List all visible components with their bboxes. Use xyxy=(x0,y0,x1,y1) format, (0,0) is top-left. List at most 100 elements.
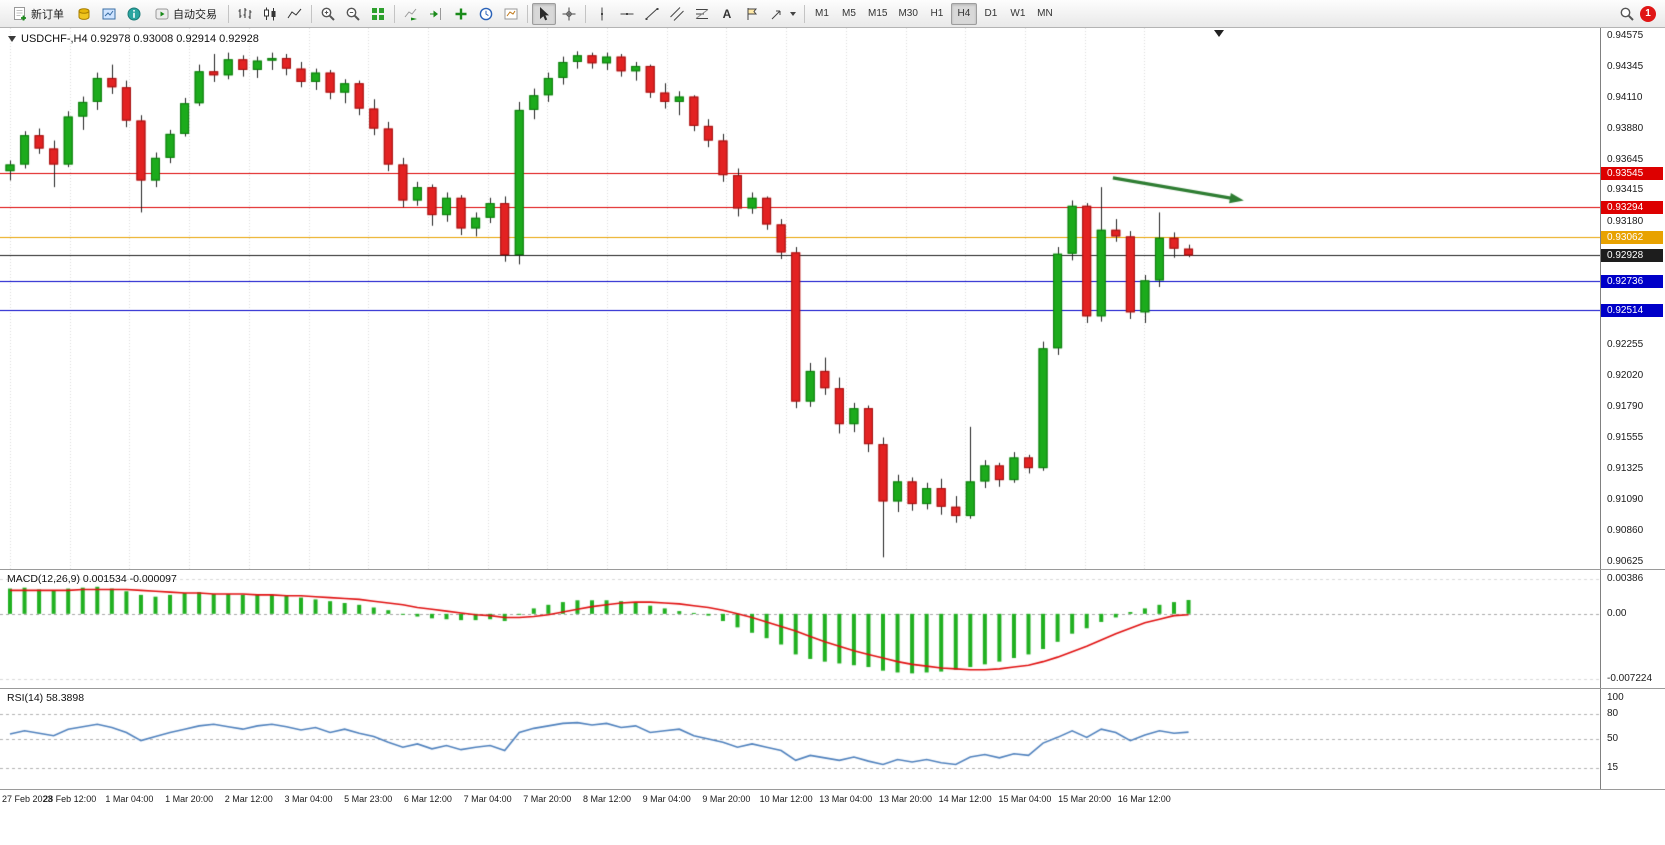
time-axis[interactable]: 27 Feb 2023 28 Feb 12:00 1 Mar 04:00 1 Mar … xyxy=(0,790,1665,812)
time-axis-label: 8 Mar 12:00 xyxy=(582,794,632,804)
vertical-line-icon xyxy=(601,7,603,20)
chart-window-icon xyxy=(102,8,116,19)
time-axis-divider xyxy=(0,789,1665,790)
new-order-button[interactable]: 新订单 xyxy=(5,3,71,25)
algo-trading-button[interactable]: 自动交易 xyxy=(147,3,224,25)
tile-windows-button[interactable] xyxy=(366,3,390,25)
macd-title: MACD(12,26,9) 0.001534 -0.000097 xyxy=(7,573,177,585)
macd-panel-chart[interactable] xyxy=(0,570,1600,688)
timeframe-button-m5[interactable]: M5 xyxy=(836,3,862,25)
time-axis-label: 9 Mar 20:00 xyxy=(702,794,751,804)
notifications-badge[interactable]: 1 xyxy=(1640,5,1656,22)
line-chart-button[interactable] xyxy=(283,3,307,25)
time-axis-label: 14 Mar 12:00 xyxy=(938,794,992,804)
channel-icon xyxy=(670,6,684,21)
price-level-tag[interactable]: 0.92928 xyxy=(1601,249,1663,263)
price-level-tag[interactable]: 0.93294 xyxy=(1601,200,1663,214)
market-watch-button[interactable] xyxy=(72,3,96,25)
price-axis-label: 0.92255 xyxy=(1607,338,1644,350)
bar-chart-icon xyxy=(238,7,252,19)
label-tool-icon xyxy=(747,7,758,20)
timeframe-group: M1 M5 M15 M30 H1 H4 D1 W1 MN xyxy=(809,2,1058,25)
toolbar-separator xyxy=(228,4,229,23)
time-axis-label: 15 Mar 20:00 xyxy=(1058,794,1112,804)
price-level-tag[interactable]: 0.92514 xyxy=(1601,304,1663,318)
horizontal-line-icon xyxy=(620,12,634,15)
horizontal-line-button[interactable] xyxy=(615,3,639,25)
price-axis-label: 0.90860 xyxy=(1607,524,1644,536)
vertical-line-button[interactable] xyxy=(590,3,614,25)
charts-window-button[interactable] xyxy=(97,3,121,25)
main-price-chart[interactable] xyxy=(0,28,1600,570)
candlestick-chart-button[interactable] xyxy=(258,3,282,25)
cursor-icon xyxy=(540,6,549,20)
time-axis-label: 9 Mar 04:00 xyxy=(642,794,691,804)
rsi-axis-label: 15 xyxy=(1607,761,1619,773)
time-axis-label: 16 Mar 12:00 xyxy=(1117,794,1171,804)
rsi-axis-label: 80 xyxy=(1607,708,1619,720)
time-axis-label: 15 Mar 04:00 xyxy=(998,794,1052,804)
time-axis-label: 7 Mar 20:00 xyxy=(523,794,572,804)
trendline-button[interactable] xyxy=(640,3,664,25)
candlestick-chart-icon xyxy=(264,7,276,20)
navigator-button[interactable] xyxy=(122,3,146,25)
bar-chart-button[interactable] xyxy=(233,3,257,25)
channel-button[interactable] xyxy=(665,3,689,25)
panel-divider[interactable] xyxy=(0,569,1665,570)
timeframe-button-h1[interactable]: H1 xyxy=(924,3,950,25)
label-tool-button[interactable] xyxy=(740,3,764,25)
time-axis-label: 3 Mar 04:00 xyxy=(284,794,333,804)
search-button[interactable] xyxy=(1615,3,1639,25)
price-level-tag[interactable]: 0.93545 xyxy=(1601,167,1663,181)
zoom-out-button[interactable] xyxy=(341,3,365,25)
rsi-axis-label: 100 xyxy=(1607,692,1624,703)
price-axis-label: 0.92020 xyxy=(1607,370,1644,382)
price-axis-label: 0.94345 xyxy=(1607,60,1644,72)
time-axis-label: 5 Mar 23:00 xyxy=(344,794,393,804)
macd-axis-label: 0.00 xyxy=(1607,607,1627,619)
indicators-button[interactable] xyxy=(449,3,473,25)
time-axis-label: 1 Mar 04:00 xyxy=(105,794,154,804)
templates-button[interactable] xyxy=(499,3,523,25)
zoom-in-button[interactable] xyxy=(316,3,340,25)
rsi-axis-label: 50 xyxy=(1607,733,1619,744)
toolbar-separator xyxy=(311,4,312,23)
algo-trading-icon xyxy=(155,8,169,19)
search-icon xyxy=(1620,7,1634,21)
time-axis-label: 6 Mar 12:00 xyxy=(403,794,452,804)
crosshair-button[interactable] xyxy=(557,3,581,25)
zoom-out-icon xyxy=(346,7,360,21)
timeframe-button-h4[interactable]: H4 xyxy=(950,2,977,25)
price-level-tag[interactable]: 0.93062 xyxy=(1601,231,1663,245)
zoom-in-icon xyxy=(321,7,335,21)
price-axis-label: 0.91325 xyxy=(1607,462,1644,474)
fibonacci-button[interactable] xyxy=(690,3,714,25)
price-axis-label: 0.91090 xyxy=(1607,494,1644,506)
chart-shift-button[interactable] xyxy=(424,3,448,25)
shapes-dropdown-button[interactable] xyxy=(765,3,800,25)
time-axis-label: 1 Mar 20:00 xyxy=(165,794,214,804)
price-axis[interactable]: 0.94575 0.94345 0.94110 0.93880 0.93645 0.934… xyxy=(1600,28,1665,790)
timeframe-button-m1[interactable]: M1 xyxy=(809,3,835,25)
indicators-add-icon xyxy=(455,8,467,19)
timeframe-button-mn[interactable]: MN xyxy=(1032,3,1058,25)
auto-scroll-button[interactable] xyxy=(399,3,423,25)
timeframe-button-m15[interactable]: M15 xyxy=(863,3,892,25)
periods-button[interactable] xyxy=(474,3,498,25)
timeframe-button-w1[interactable]: W1 xyxy=(1005,3,1031,25)
price-axis-label: 0.94110 xyxy=(1607,91,1643,103)
price-axis-label: 0.91790 xyxy=(1607,400,1644,412)
timeframe-button-m30[interactable]: M30 xyxy=(893,3,922,25)
chart-shift-marker-icon[interactable] xyxy=(1214,30,1224,37)
new-order-icon xyxy=(14,6,26,20)
symbol-header[interactable]: USDCHF-,H4 0.92978 0.93008 0.92914 0.929… xyxy=(8,33,259,45)
timeframe-button-d1[interactable]: D1 xyxy=(978,3,1004,25)
price-level-tag[interactable]: 0.92736 xyxy=(1601,274,1663,288)
clock-icon xyxy=(479,7,493,20)
text-tool-button[interactable]: A xyxy=(715,3,739,25)
cursor-button[interactable] xyxy=(532,2,556,25)
rsi-panel-chart[interactable] xyxy=(0,689,1600,789)
panel-divider[interactable] xyxy=(0,688,1665,689)
algo-trading-label: 自动交易 xyxy=(173,8,217,21)
chevron-down-icon xyxy=(790,11,796,16)
